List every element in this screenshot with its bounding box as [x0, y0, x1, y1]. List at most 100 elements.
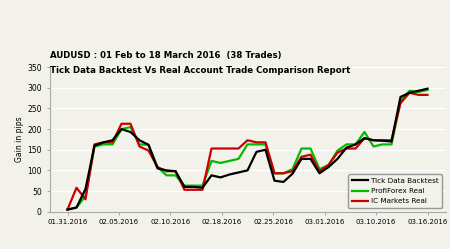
Tick Data Backtest [245, 169, 250, 172]
Tick Data Backtest [398, 95, 403, 98]
IC Markets Real [272, 172, 277, 175]
ProfiForex Real [128, 125, 133, 128]
IC Markets Real [281, 172, 286, 175]
Tick Data Backtest [119, 128, 124, 131]
IC Markets Real [83, 198, 88, 201]
ProfiForex Real [65, 208, 70, 211]
Legend: Tick Data Backtest, ProfiForex Real, IC Markets Real: Tick Data Backtest, ProfiForex Real, IC … [348, 174, 442, 208]
IC Markets Real [209, 147, 214, 150]
ProfiForex Real [173, 174, 178, 177]
Tick Data Backtest [344, 146, 349, 149]
Tick Data Backtest [371, 139, 376, 142]
ProfiForex Real [299, 147, 304, 150]
ProfiForex Real [425, 88, 430, 91]
IC Markets Real [245, 139, 250, 142]
ProfiForex Real [209, 159, 214, 162]
ProfiForex Real [254, 143, 259, 146]
IC Markets Real [290, 170, 295, 173]
Tick Data Backtest [299, 157, 304, 160]
ProfiForex Real [398, 100, 403, 103]
Line: ProfiForex Real: ProfiForex Real [68, 90, 427, 210]
ProfiForex Real [344, 143, 349, 146]
ProfiForex Real [389, 143, 394, 146]
Tick Data Backtest [92, 144, 97, 147]
IC Markets Real [416, 93, 421, 96]
Tick Data Backtest [254, 150, 259, 153]
Tick Data Backtest [200, 186, 205, 189]
Tick Data Backtest [326, 166, 331, 169]
ProfiForex Real [326, 164, 331, 167]
Tick Data Backtest [110, 139, 115, 142]
IC Markets Real [173, 170, 178, 173]
Tick Data Backtest [74, 206, 79, 209]
IC Markets Real [362, 137, 367, 140]
IC Markets Real [74, 186, 79, 189]
Tick Data Backtest [146, 143, 151, 146]
Tick Data Backtest [137, 139, 142, 142]
Tick Data Backtest [335, 157, 340, 160]
IC Markets Real [200, 188, 205, 191]
Tick Data Backtest [227, 173, 232, 176]
Line: IC Markets Real: IC Markets Real [68, 93, 427, 210]
IC Markets Real [254, 141, 259, 144]
ProfiForex Real [407, 89, 412, 92]
ProfiForex Real [227, 159, 232, 162]
ProfiForex Real [263, 143, 268, 146]
Tick Data Backtest [191, 186, 196, 188]
ProfiForex Real [290, 168, 295, 171]
ProfiForex Real [371, 145, 376, 148]
ProfiForex Real [191, 184, 196, 187]
ProfiForex Real [74, 206, 79, 209]
Tick Data Backtest [218, 176, 223, 179]
IC Markets Real [326, 164, 331, 167]
ProfiForex Real [137, 143, 142, 146]
ProfiForex Real [110, 143, 115, 146]
Tick Data Backtest [236, 171, 241, 174]
Tick Data Backtest [164, 169, 169, 172]
Tick Data Backtest [209, 174, 214, 177]
Line: Tick Data Backtest: Tick Data Backtest [68, 89, 427, 210]
ProfiForex Real [362, 130, 367, 133]
Tick Data Backtest [83, 187, 88, 190]
IC Markets Real [92, 143, 97, 146]
IC Markets Real [128, 122, 133, 125]
IC Markets Real [263, 141, 268, 144]
IC Markets Real [398, 102, 403, 105]
IC Markets Real [380, 139, 385, 142]
IC Markets Real [371, 139, 376, 142]
ProfiForex Real [245, 143, 250, 146]
IC Markets Real [65, 208, 70, 211]
IC Markets Real [317, 170, 322, 173]
ProfiForex Real [308, 147, 313, 150]
IC Markets Real [110, 141, 115, 144]
ProfiForex Real [155, 166, 160, 169]
ProfiForex Real [119, 128, 124, 131]
ProfiForex Real [236, 157, 241, 160]
IC Markets Real [236, 147, 241, 150]
ProfiForex Real [353, 143, 358, 146]
IC Markets Real [299, 155, 304, 158]
ProfiForex Real [92, 145, 97, 148]
ProfiForex Real [416, 90, 421, 93]
IC Markets Real [191, 188, 196, 191]
ProfiForex Real [218, 161, 223, 164]
ProfiForex Real [200, 184, 205, 187]
Tick Data Backtest [353, 143, 358, 146]
IC Markets Real [425, 93, 430, 96]
IC Markets Real [407, 91, 412, 94]
ProfiForex Real [101, 143, 106, 146]
Tick Data Backtest [272, 179, 277, 182]
Tick Data Backtest [263, 148, 268, 151]
IC Markets Real [119, 122, 124, 125]
Tick Data Backtest [65, 208, 70, 211]
Tick Data Backtest [173, 170, 178, 173]
IC Markets Real [308, 153, 313, 156]
IC Markets Real [218, 147, 223, 150]
IC Markets Real [353, 147, 358, 150]
Text: AUDUSD : 01 Feb to 18 March 2016  (38 Trades): AUDUSD : 01 Feb to 18 March 2016 (38 Tra… [50, 51, 281, 60]
IC Markets Real [137, 145, 142, 148]
ProfiForex Real [317, 168, 322, 171]
IC Markets Real [164, 170, 169, 173]
Tick Data Backtest [290, 172, 295, 175]
IC Markets Real [155, 166, 160, 169]
